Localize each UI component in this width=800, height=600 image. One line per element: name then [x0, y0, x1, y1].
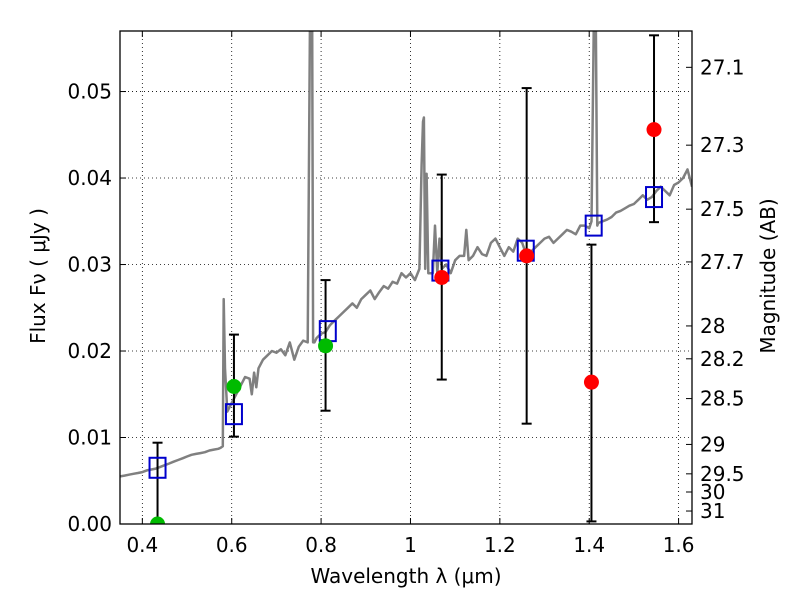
- right-tick-label: 27.7: [700, 250, 745, 274]
- x-tick-label: 1.6: [663, 533, 695, 557]
- y-tick-label: 0.03: [67, 253, 112, 277]
- red-point: [583, 374, 599, 390]
- blue-square-point: [584, 214, 603, 237]
- right-tick-label: 29: [700, 432, 725, 456]
- circle-markers: [150, 122, 662, 524]
- right-tick-label: 31: [700, 499, 725, 523]
- right-tick-label: 27.3: [700, 133, 745, 157]
- right-tick-label: 28: [700, 314, 725, 338]
- y-tick-label: 0.05: [67, 80, 112, 104]
- y-tick-label: 0.01: [67, 426, 112, 450]
- y-tick-label: 0.00: [67, 512, 112, 536]
- red-point: [434, 270, 450, 285]
- y-tick-label: 0.02: [67, 339, 112, 363]
- right-tick-label: 27.1: [700, 55, 745, 79]
- red-point: [519, 248, 535, 264]
- x-tick-label: 1: [404, 533, 417, 557]
- blue-square-point: [148, 456, 167, 479]
- green-point: [150, 516, 166, 524]
- plot-frame: [119, 30, 693, 525]
- x-tick-label: 0.4: [126, 533, 158, 557]
- error-bars: [152, 34, 660, 524]
- y-tick-label: 0.04: [67, 166, 112, 190]
- blue-square-point: [224, 403, 243, 426]
- right-tick-label: 28.2: [700, 347, 745, 371]
- blue-square-markers: [148, 186, 664, 479]
- model-spectrum-line: [120, 31, 692, 478]
- x-tick-label: 0.8: [305, 533, 337, 557]
- y-axis-label: Flux Fν ( μJy ): [26, 208, 50, 344]
- x-axis-label: Wavelength λ (μm): [310, 564, 501, 588]
- green-point: [318, 338, 334, 354]
- x-axis-ticks: 0.4 0.6 0.8 1 1.2 1.4 1.6: [126, 31, 695, 557]
- green-point: [226, 378, 242, 394]
- right-tick-label: 30: [700, 480, 725, 504]
- x-tick-label: 1.2: [484, 533, 516, 557]
- right-tick-label: 28.5: [700, 387, 745, 411]
- right-tick-label: 29.5: [700, 462, 745, 486]
- y-axis-ticks: 0.00 0.01 0.02 0.03 0.04 0.05: [67, 80, 126, 536]
- right-tick-label: 27.5: [700, 197, 745, 221]
- right-axis-label: Magnitude (AB): [756, 198, 780, 353]
- red-point: [646, 122, 662, 138]
- x-tick-label: 1.4: [573, 533, 605, 557]
- blue-square-point: [318, 320, 337, 343]
- blue-square-point: [645, 186, 664, 209]
- x-tick-label: 0.6: [216, 533, 248, 557]
